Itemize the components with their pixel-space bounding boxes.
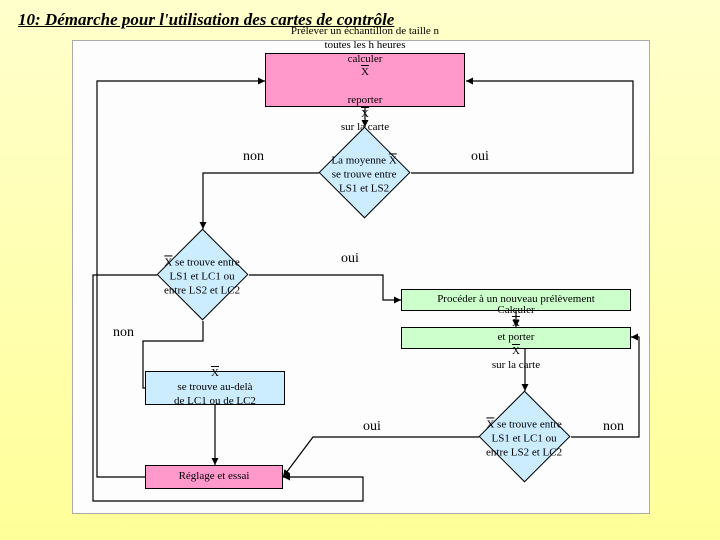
node-reglage: Réglage et essai [145, 465, 283, 489]
node-audela: X se trouve au-delàde LC1 ou de LC2 [145, 371, 285, 405]
label-non-1: non [243, 149, 264, 165]
label-non-2: non [113, 325, 134, 341]
node-decision-2: X se trouve entreLS1 et LC1 ouentre LS2 … [157, 229, 249, 321]
flowchart-canvas: Prélever un échantillon de taille ntoute… [72, 40, 650, 514]
node-start: Prélever un échantillon de taille ntoute… [265, 53, 465, 107]
node-decision-3: X se trouve entreLS1 et LC1 ouentre LS2 … [479, 391, 571, 483]
label-non-3: non [603, 419, 624, 435]
node-decision-1: La moyenne Xse trouve entreLS1 et LS2 [319, 127, 411, 219]
label-oui-2: oui [341, 251, 359, 267]
node-calculer: Calculer X et porter X sur la carte [401, 327, 631, 349]
label-oui-1: oui [471, 149, 489, 165]
label-oui-3: oui [363, 419, 381, 435]
